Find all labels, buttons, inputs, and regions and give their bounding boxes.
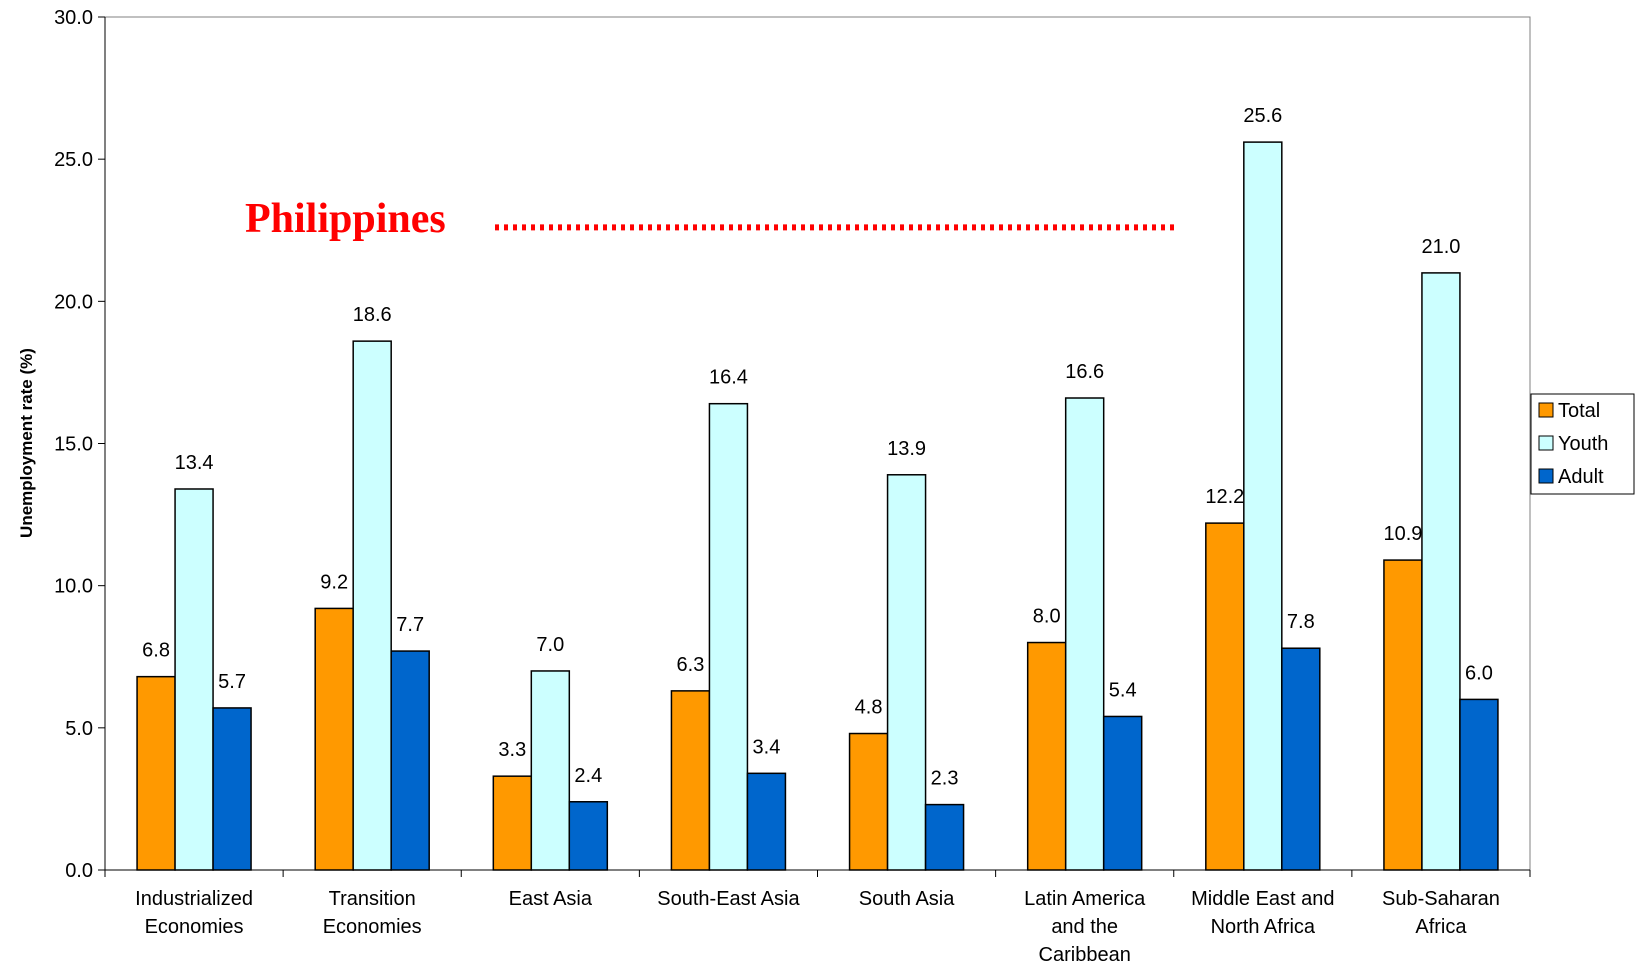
category-label-line: South Asia <box>859 888 956 910</box>
category-label-line: East Asia <box>509 888 593 910</box>
category-label: Industrialized Economies <box>135 888 253 938</box>
bar-total <box>670 690 711 871</box>
bar-adult <box>924 803 965 871</box>
y-tick-label: 20.0 <box>54 291 93 313</box>
legend-label-total: Total <box>1558 400 1600 422</box>
data-label-youth: 16.4 <box>709 367 748 389</box>
category-label: East Asia <box>509 888 593 910</box>
category-label: South Asia <box>859 888 956 910</box>
data-label-adult: 6.0 <box>1465 662 1493 684</box>
category-label-line: Africa <box>1415 916 1467 938</box>
bar-youth <box>174 488 214 871</box>
legend-swatch-total <box>1538 402 1554 418</box>
data-label-total: 9.2 <box>320 571 348 593</box>
bar-youth <box>1421 272 1461 871</box>
category-label-line: Economies <box>145 916 244 938</box>
data-label-total: 8.0 <box>1033 606 1061 628</box>
data-label-adult: 5.4 <box>1109 679 1137 701</box>
y-tick-label: 10.0 <box>54 576 93 598</box>
y-tick-label: 25.0 <box>54 149 93 171</box>
bar-adult <box>1102 715 1143 871</box>
legend-label-adult: Adult <box>1558 466 1604 488</box>
bar-adult <box>212 707 252 871</box>
category-label-line: Industrialized <box>135 888 253 910</box>
y-axis-title: Unemployment rate (%) <box>17 348 36 538</box>
category-label-line: and the <box>1051 916 1118 938</box>
data-label-youth: 25.6 <box>1243 105 1282 127</box>
bar-total <box>1383 559 1423 871</box>
category-label: Sub-Saharan Africa <box>1382 888 1500 938</box>
category-label-line: Transition <box>329 888 416 910</box>
category-label: Latin America and the Caribbean <box>1024 888 1146 966</box>
bar-total <box>1205 522 1245 871</box>
bar-youth <box>1243 141 1283 871</box>
data-label-adult: 7.7 <box>396 614 424 636</box>
y-tick-label: 5.0 <box>65 718 93 740</box>
bar-adult <box>746 772 787 871</box>
category-label-line: Economies <box>323 916 422 938</box>
bar-total <box>848 732 889 871</box>
data-label-youth: 13.4 <box>175 452 214 474</box>
category-label-line: South-East Asia <box>657 888 800 910</box>
data-label-adult: 3.4 <box>753 736 781 758</box>
data-label-youth: 7.0 <box>536 634 564 656</box>
data-label-youth: 21.0 <box>1421 236 1460 258</box>
data-label-youth: 13.9 <box>887 438 926 460</box>
data-label-adult: 7.8 <box>1287 611 1315 633</box>
legend-swatch-youth <box>1538 435 1554 451</box>
bar-youth <box>352 340 392 871</box>
bar-total <box>136 675 176 871</box>
bar-adult <box>568 801 609 871</box>
data-label-total: 12.2 <box>1205 486 1244 508</box>
philippines-annotation: Philippines <box>245 196 446 242</box>
legend-swatch-adult <box>1538 468 1554 484</box>
legend: Total Youth Adult <box>1530 393 1635 495</box>
data-label-total: 6.3 <box>677 654 705 676</box>
bar-youth <box>886 474 927 871</box>
category-label-line: Sub-Saharan <box>1382 888 1500 910</box>
category-label-line: Latin America <box>1024 888 1146 910</box>
bar-total <box>314 607 354 871</box>
bar-youth <box>1064 397 1105 871</box>
bar-youth <box>708 402 749 871</box>
bar-adult <box>1459 698 1499 871</box>
data-label-adult: 5.7 <box>218 671 246 693</box>
category-label-line: Caribbean <box>1039 944 1131 966</box>
bar-youth <box>530 670 571 871</box>
bar-total <box>1026 641 1067 871</box>
legend-label-youth: Youth <box>1558 433 1608 455</box>
data-label-total: 4.8 <box>855 697 883 719</box>
data-label-youth: 16.6 <box>1065 361 1104 383</box>
y-tick-label: 15.0 <box>54 434 93 456</box>
data-label-youth: 18.6 <box>353 304 392 326</box>
category-label: Middle East and North Africa <box>1191 888 1334 938</box>
bar-adult <box>1281 647 1321 871</box>
category-label-line: Middle East and <box>1191 888 1334 910</box>
y-tick-label: 0.0 <box>65 860 93 882</box>
data-label-total: 3.3 <box>498 739 526 761</box>
bar-total <box>492 775 533 871</box>
category-label: South-East Asia <box>657 888 800 910</box>
category-label: Transition Economies <box>323 888 422 938</box>
bar-adult <box>390 650 430 871</box>
data-label-adult: 2.4 <box>574 765 602 787</box>
data-label-total: 10.9 <box>1383 523 1422 545</box>
data-label-adult: 2.3 <box>931 768 959 790</box>
data-label-total: 6.8 <box>142 640 170 662</box>
category-label-line: North Africa <box>1211 916 1316 938</box>
y-tick-label: 30.0 <box>54 7 93 29</box>
